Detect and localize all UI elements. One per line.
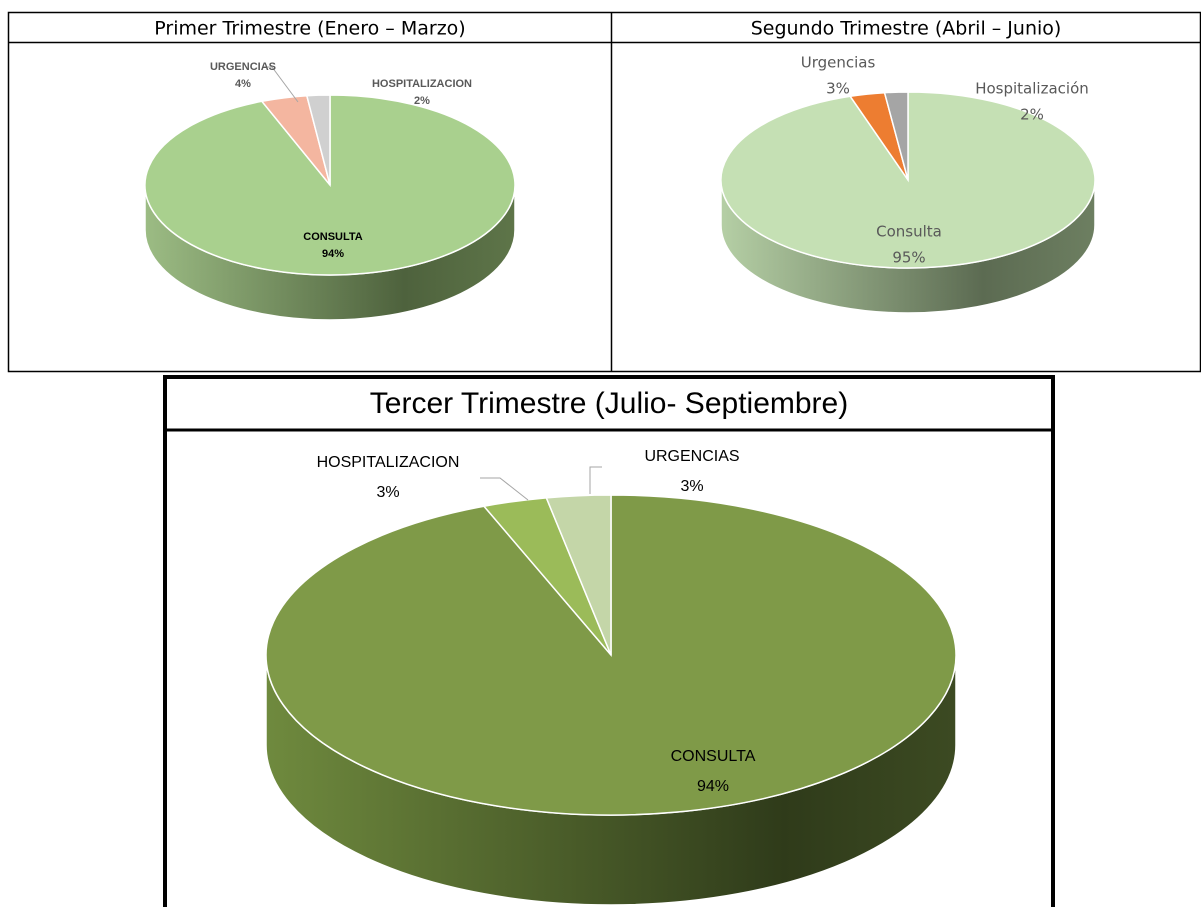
- slice-label: Urgencias: [801, 54, 876, 72]
- pie-slice: [305, 94, 331, 186]
- leader-line: [264, 66, 299, 103]
- chart-title: Segundo Trimestre (Abril – Junio): [751, 18, 1062, 40]
- slice-label: URGENCIAS: [644, 448, 739, 465]
- chart-title: Primer Trimestre (Enero – Marzo): [154, 18, 465, 40]
- slice-value: 3%: [680, 478, 703, 495]
- slice-value: 2%: [414, 95, 430, 107]
- slice-value: 2%: [1020, 106, 1044, 124]
- pie-slice: [883, 91, 909, 181]
- slice-label: Hospitalización: [975, 80, 1089, 98]
- slice-value: 3%: [376, 484, 399, 501]
- box-border: [163, 375, 1055, 907]
- pie-slice: [545, 494, 612, 656]
- slice-label: CONSULTA: [303, 231, 363, 243]
- slice-value: 3%: [826, 80, 850, 98]
- leader-line: [589, 466, 602, 494]
- slice-value: 94%: [322, 248, 344, 260]
- slice-label: Consulta: [876, 223, 942, 241]
- slice-label: HOSPITALIZACION: [372, 78, 472, 90]
- chart-title: Tercer Trimestre (Julio- Septiembre): [370, 387, 848, 420]
- slice-value: 95%: [892, 249, 925, 267]
- slice-value: 94%: [697, 778, 729, 795]
- slice-label: HOSPITALIZACION: [317, 454, 460, 471]
- slice-label: URGENCIAS: [210, 61, 276, 73]
- slice-value: 4%: [235, 78, 251, 90]
- leader-line: [480, 477, 529, 501]
- slice-label: CONSULTA: [671, 748, 756, 765]
